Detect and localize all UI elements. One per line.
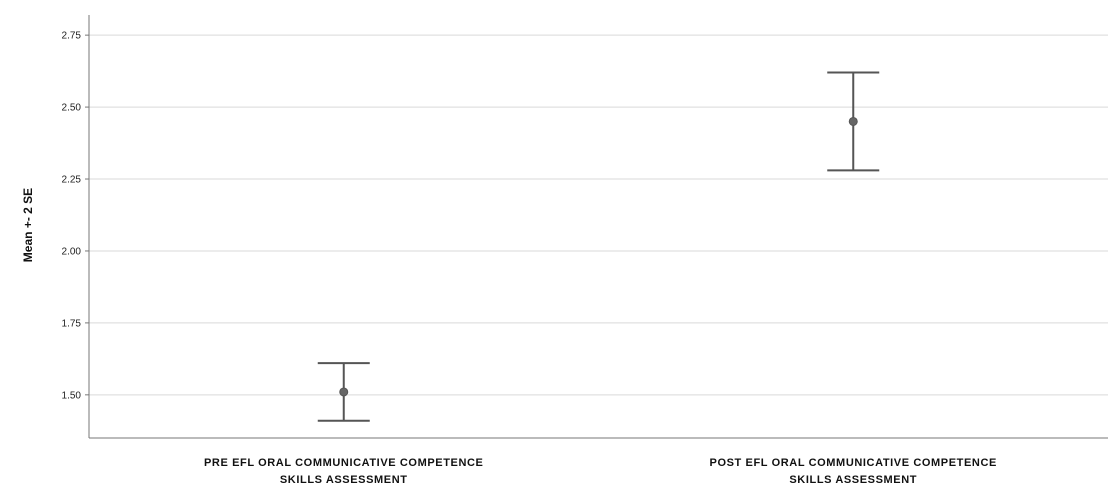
gridlines bbox=[89, 34, 1108, 396]
y-tick-label: 2.00 bbox=[62, 246, 82, 257]
y-tick-label: 2.50 bbox=[62, 103, 82, 114]
category-label: POST EFL ORAL COMMUNICATIVE COMPETENCE bbox=[710, 457, 997, 469]
category-label: SKILLS ASSESSMENT bbox=[280, 474, 408, 486]
y-tick-label: 1.75 bbox=[62, 318, 82, 329]
mean-marker bbox=[848, 116, 858, 126]
mean-marker bbox=[339, 387, 349, 397]
axes bbox=[88, 15, 1108, 439]
error-bars bbox=[317, 71, 880, 422]
category-labels: PRE EFL ORAL COMMUNICATIVE COMPETENCE SKI… bbox=[204, 457, 997, 486]
category-label: PRE EFL ORAL COMMUNICATIVE COMPETENCE bbox=[204, 457, 484, 469]
y-tick-label: 2.75 bbox=[62, 31, 82, 42]
y-axis-label: Mean +- 2 SE bbox=[21, 188, 35, 262]
category-label: SKILLS ASSESSMENT bbox=[789, 474, 917, 486]
y-tick-label: 2.25 bbox=[62, 175, 82, 186]
y-tick-label: 1.50 bbox=[62, 390, 82, 401]
y-tick-labels: 1.50 1.75 2.00 2.25 2.50 2.75 bbox=[62, 31, 89, 401]
